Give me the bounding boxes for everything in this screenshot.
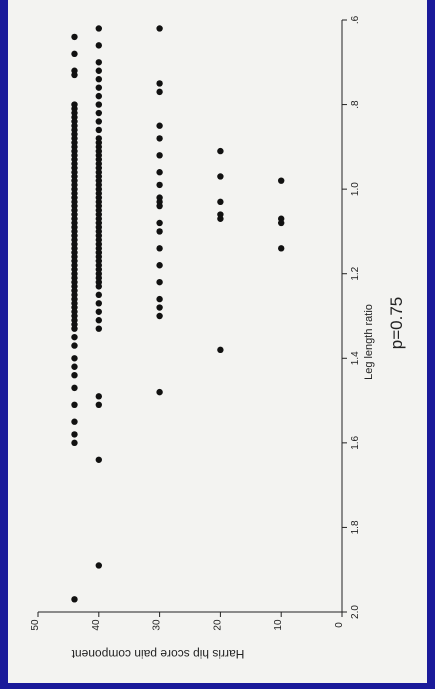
data-point	[95, 76, 103, 83]
y-tick-label: 0	[334, 622, 345, 628]
data-point	[95, 109, 103, 117]
data-point	[71, 596, 78, 603]
x-tick-label: .8	[350, 100, 361, 109]
x-tick-label: 1.4	[350, 351, 361, 365]
data-point	[71, 363, 78, 370]
data-point	[95, 291, 103, 299]
data-point	[95, 393, 103, 400]
data-point	[71, 418, 78, 425]
data-point	[156, 25, 163, 32]
data-point	[156, 295, 163, 303]
data-point	[71, 401, 78, 408]
data-point	[278, 177, 285, 184]
data-point	[95, 308, 103, 315]
axis-labels: Leg length ratio p=0.75 Harris hip score…	[71, 297, 406, 661]
data-point	[156, 388, 163, 396]
data-point	[156, 202, 163, 210]
data-point	[95, 283, 103, 290]
data-point	[95, 118, 103, 125]
data-point	[95, 25, 103, 32]
y-axis-label: Harris hip score pain component	[71, 647, 244, 661]
data-point	[217, 346, 224, 354]
data-point	[95, 84, 103, 91]
x-tick-label: 1.2	[350, 266, 361, 280]
data-point	[71, 372, 78, 379]
x-tick-label: 1.8	[350, 520, 361, 534]
data-point	[156, 169, 163, 176]
data-point	[156, 181, 163, 189]
data-point	[95, 126, 103, 134]
data-point	[278, 219, 285, 227]
data-point	[95, 401, 103, 408]
data-point	[278, 245, 285, 252]
data-point	[95, 562, 103, 569]
data-point	[71, 33, 78, 41]
axes: .6 .8 1.0 1.2 1.4 1.6 1.8 2.0 0 10 20 30 40 50	[30, 15, 361, 630]
data-point	[217, 198, 224, 206]
data-point	[71, 71, 78, 79]
data-point	[95, 92, 103, 100]
data-point	[95, 317, 103, 324]
chart-panel: .6 .8 1.0 1.2 1.4 1.6 1.8 2.0 0 10 20 30 40 50 Leg le…	[8, 0, 427, 683]
data-point	[95, 300, 103, 307]
data-point	[95, 101, 103, 108]
data-point	[71, 325, 78, 332]
data-point	[217, 173, 224, 180]
data-point	[217, 215, 224, 222]
y-tick-label: 50	[30, 619, 41, 631]
data-point	[156, 219, 163, 227]
x-tick-label: .6	[350, 15, 361, 24]
data-point	[71, 384, 78, 392]
data-point	[71, 342, 78, 349]
data-point	[71, 439, 78, 447]
data-point	[156, 122, 163, 129]
data-point	[156, 262, 163, 269]
data-point	[156, 278, 163, 286]
scatter-plot: .6 .8 1.0 1.2 1.4 1.6 1.8 2.0 0 10 20 30 40 50 Leg le…	[30, 15, 406, 661]
p-value-annotation: p=0.75	[387, 297, 406, 349]
data-point	[156, 88, 163, 96]
data-point	[71, 50, 78, 58]
data-point	[217, 147, 224, 155]
data-point	[156, 312, 163, 320]
data-point	[71, 355, 78, 362]
data-point	[156, 135, 163, 142]
y-tick-label: 30	[152, 619, 163, 631]
data-point	[156, 228, 163, 235]
data-point	[156, 245, 163, 252]
x-axis-label: Leg length ratio	[363, 304, 375, 380]
data-point	[71, 431, 78, 438]
x-tick-label: 2.0	[350, 605, 361, 619]
data-point	[95, 67, 103, 74]
data-point	[95, 42, 103, 49]
data-points	[71, 25, 285, 603]
y-tick-label: 10	[273, 619, 284, 631]
data-point	[95, 456, 103, 463]
y-tick-label: 20	[212, 619, 223, 631]
data-point	[95, 59, 103, 66]
data-point	[95, 325, 103, 332]
data-point	[156, 80, 163, 87]
x-tick-label: 1.0	[350, 182, 361, 196]
x-tick-label: 1.6	[350, 435, 361, 449]
data-point	[156, 152, 163, 159]
data-point	[71, 333, 78, 341]
data-point	[156, 304, 163, 311]
y-tick-label: 40	[91, 619, 102, 631]
